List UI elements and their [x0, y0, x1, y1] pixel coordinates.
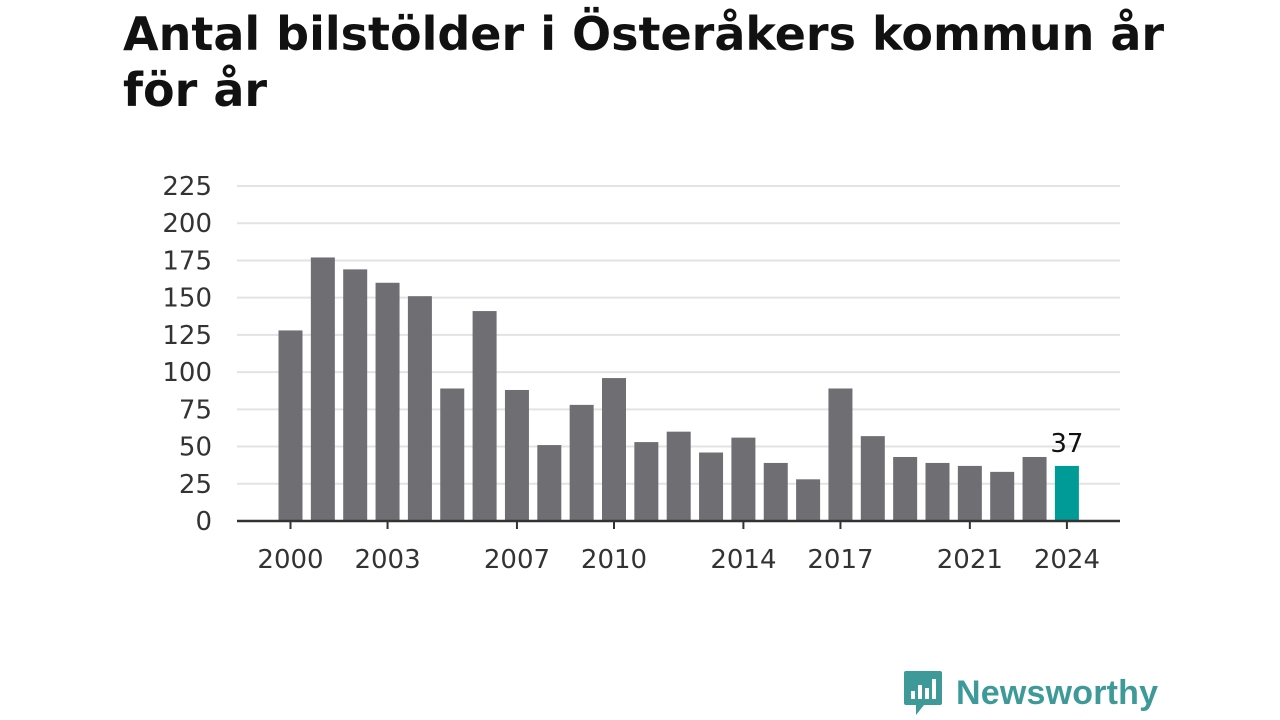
bar [569, 404, 594, 521]
bar [343, 269, 368, 521]
y-tick-label: 150 [162, 284, 212, 314]
chart-speech-bubble-icon [904, 671, 942, 715]
highlighted-bar [1054, 465, 1079, 521]
bar [537, 445, 562, 521]
y-tick-label: 175 [162, 246, 212, 276]
x-tick-label: 2024 [1034, 545, 1100, 575]
bar [990, 471, 1015, 521]
bar [375, 282, 400, 521]
axes [237, 519, 1120, 529]
x-tick-label: 2003 [354, 545, 420, 575]
y-tick-label: 75 [179, 395, 212, 425]
bar [893, 456, 918, 521]
y-tick-label: 0 [195, 507, 212, 537]
x-tick-label: 2010 [581, 545, 647, 575]
chart-title: Antal bilstölder i Österåkers kommun år … [123, 7, 1165, 117]
y-tick-label: 100 [162, 358, 212, 388]
y-tick-label: 125 [162, 321, 212, 351]
bar [796, 479, 821, 521]
bar [602, 378, 626, 521]
x-tick-label: 2007 [484, 545, 550, 575]
bar [957, 465, 982, 521]
bar [666, 431, 691, 521]
bar [407, 296, 432, 521]
bar [763, 462, 788, 521]
bar [828, 388, 853, 521]
labels: 0 25 50 75 100 125 150 175 200 225 2000 2003 2007 201… [162, 172, 1100, 575]
bar [925, 462, 950, 521]
x-tick-label: 2021 [937, 545, 1003, 575]
brand-name: Newsworthy [956, 673, 1159, 712]
y-tick-label: 50 [179, 433, 212, 463]
bar [278, 330, 303, 521]
data-label-2024: 37 [1050, 429, 1083, 459]
bar [1022, 456, 1047, 521]
bar [731, 437, 756, 521]
x-tick-label: 2000 [257, 545, 323, 575]
brand-logo: Newsworthy [902, 668, 1158, 718]
x-tick-label: 2014 [710, 545, 776, 575]
bar [440, 388, 465, 521]
bar [310, 257, 335, 521]
y-tick-label: 225 [162, 172, 212, 202]
y-tick-label: 25 [179, 470, 212, 500]
bar [472, 311, 497, 521]
bar [634, 442, 659, 521]
y-tick-label: 200 [162, 209, 212, 239]
bar [860, 436, 885, 521]
x-tick-label: 2017 [807, 545, 873, 575]
bar [504, 389, 529, 521]
bars [278, 257, 1079, 521]
bar [699, 452, 724, 521]
